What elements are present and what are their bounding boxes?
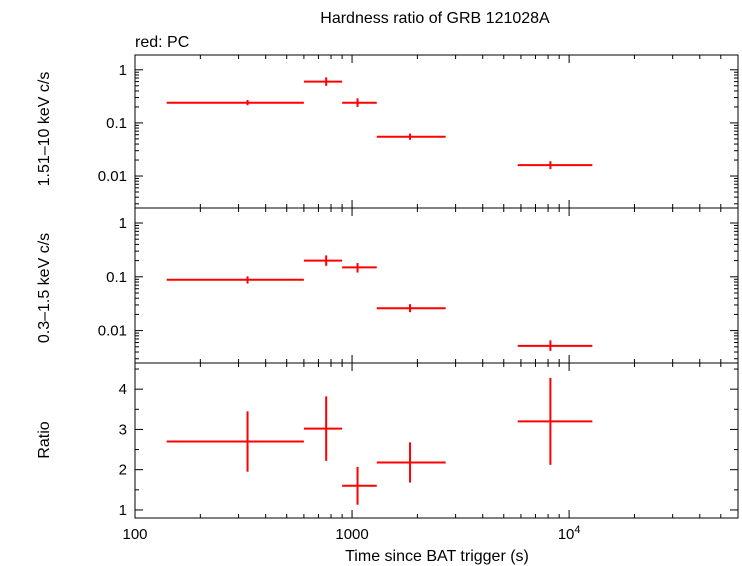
y-axis-label-ratio: Ratio (36, 421, 53, 458)
data-point-soft (517, 340, 593, 351)
data-point-soft (376, 304, 446, 313)
data-point-ratio (517, 377, 593, 465)
x-tick-label: 1000 (335, 526, 368, 543)
panel-frame-hard (134, 54, 739, 209)
y-tick-label-hard: 0.01 (98, 168, 127, 185)
x-tick-label: 100 (122, 526, 147, 543)
x-tick-label: 104 (558, 524, 581, 543)
y-tick-label-soft: 0.1 (106, 269, 127, 286)
data-point-soft (166, 276, 304, 284)
y-axis-label-soft: 0.3–1.5 keV c/s (36, 233, 53, 343)
y-tick-label-soft: 0.01 (98, 323, 127, 340)
chart-title: Hardness ratio of GRB 121028A (320, 10, 550, 27)
y-axis-label-hard: 1.51–10 keV c/s (36, 72, 53, 187)
data-point-ratio (303, 396, 343, 461)
data-point-ratio (342, 466, 377, 505)
data-point-soft (303, 255, 343, 266)
data-point-hard (376, 133, 446, 140)
panel-frame-ratio (134, 362, 739, 519)
chart-subtitle: red: PC (135, 34, 189, 51)
y-tick-label-ratio: 1 (119, 502, 127, 519)
x-axis-label: Time since BAT trigger (s) (345, 548, 529, 565)
data-point-hard (303, 77, 343, 86)
data-point-hard (342, 98, 377, 107)
y-tick-label-hard: 1 (119, 62, 127, 79)
panel-frame-soft (134, 207, 739, 364)
plot-area: 0.01 0.1 1 0.01 0.1 1 1 2 3 4 100 1000 104 (98, 54, 739, 543)
y-tick-label-hard: 0.1 (106, 115, 127, 132)
data-point-hard (517, 161, 593, 170)
data-point-hard (166, 100, 304, 106)
data-point-ratio (166, 411, 304, 472)
y-tick-label-ratio: 4 (119, 381, 127, 398)
y-tick-label-ratio: 3 (119, 421, 127, 438)
data-point-soft (342, 263, 377, 273)
y-tick-label-ratio: 2 (119, 462, 127, 479)
data-point-ratio (376, 442, 446, 483)
y-tick-label-soft: 1 (119, 215, 127, 232)
x-tick-exponent: 4 (574, 524, 580, 536)
